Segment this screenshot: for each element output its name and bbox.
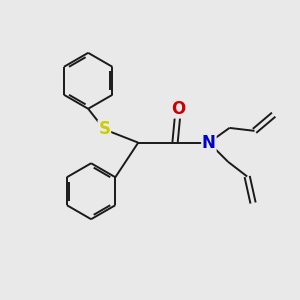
Text: S: S: [98, 120, 110, 138]
Text: N: N: [202, 134, 216, 152]
Text: O: O: [171, 100, 185, 118]
